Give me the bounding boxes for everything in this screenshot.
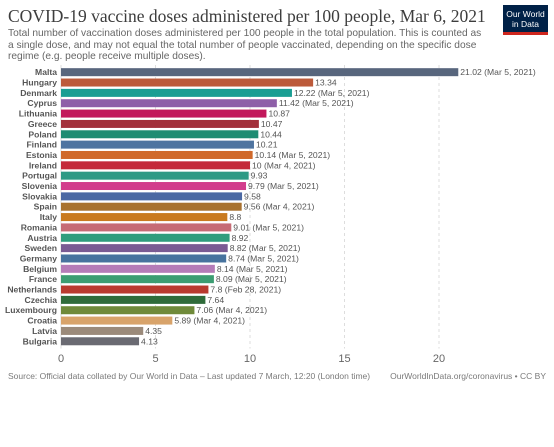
bar-france bbox=[61, 275, 214, 284]
data-label: 8.14 (Mar 5, 2021) bbox=[217, 264, 288, 274]
bar-cyprus bbox=[61, 99, 277, 108]
chart-subtitle: Total number of vaccination doses admini… bbox=[8, 28, 482, 63]
data-label: 9.58 bbox=[244, 191, 261, 201]
category-label: Hungary bbox=[22, 78, 57, 88]
category-label: Luxembourg bbox=[5, 305, 57, 315]
data-label: 7.64 bbox=[207, 295, 224, 305]
data-label: 11.42 (Mar 5, 2021) bbox=[279, 98, 354, 108]
bar-estonia bbox=[61, 150, 253, 159]
data-label: 9.56 (Mar 4, 2021) bbox=[244, 202, 315, 212]
category-label: Ireland bbox=[29, 160, 57, 170]
data-label: 21.02 (Mar 5, 2021) bbox=[460, 67, 536, 77]
data-label: 5.89 (Mar 4, 2021) bbox=[174, 316, 245, 326]
category-label: Bulgaria bbox=[23, 336, 58, 346]
bar-spain bbox=[61, 202, 242, 211]
bar-austria bbox=[61, 233, 230, 242]
bar-sweden bbox=[61, 244, 228, 253]
owid-logo[interactable]: Our World in Data bbox=[503, 5, 548, 35]
data-label: 10.47 bbox=[261, 119, 283, 129]
license-link[interactable]: OurWorldInData.org/coronavirus • CC BY bbox=[390, 371, 546, 381]
category-label: Austria bbox=[27, 233, 57, 243]
bar-romania bbox=[61, 223, 232, 232]
data-label: 9.01 (Mar 5, 2021) bbox=[233, 222, 304, 232]
category-label: Romania bbox=[21, 222, 58, 232]
logo-line-2: in Data bbox=[512, 19, 539, 29]
data-label: 8.82 (Mar 5, 2021) bbox=[230, 243, 301, 253]
bar-portugal bbox=[61, 171, 249, 180]
category-label: Sweden bbox=[25, 243, 57, 253]
bar-lithuania bbox=[61, 109, 267, 118]
category-label: Finland bbox=[26, 140, 57, 150]
category-label: Poland bbox=[28, 129, 57, 139]
source-note: Source: Official data collated by Our Wo… bbox=[8, 371, 371, 381]
data-label: 7.8 (Feb 28, 2021) bbox=[210, 285, 281, 295]
data-label: 9.79 (Mar 5, 2021) bbox=[248, 181, 319, 191]
data-label: 4.35 bbox=[145, 326, 162, 336]
bar-ireland bbox=[61, 161, 250, 170]
bar-poland bbox=[61, 130, 259, 139]
bar-denmark bbox=[61, 88, 292, 97]
category-label: Greece bbox=[28, 119, 57, 129]
category-label: Croatia bbox=[27, 316, 57, 326]
x-tick-label: 20 bbox=[433, 353, 445, 365]
data-label: 4.13 bbox=[141, 336, 158, 346]
data-label: 7.06 (Mar 4, 2021) bbox=[196, 305, 267, 315]
bar-italy bbox=[61, 213, 228, 222]
data-label: 9.93 bbox=[251, 171, 268, 181]
category-label: Malta bbox=[35, 67, 57, 77]
bar-finland bbox=[61, 140, 254, 149]
data-label: 12.22 (Mar 5, 2021) bbox=[294, 88, 370, 98]
bar-slovenia bbox=[61, 182, 247, 191]
bar-hungary bbox=[61, 78, 314, 87]
bar-latvia bbox=[61, 326, 144, 335]
category-label: Slovakia bbox=[22, 191, 57, 201]
data-label: 8.92 bbox=[232, 233, 249, 243]
bar-netherlands bbox=[61, 285, 209, 294]
category-label: Latvia bbox=[32, 326, 57, 336]
data-label: 10.44 bbox=[260, 129, 282, 139]
data-label: 10.21 bbox=[256, 140, 278, 150]
logo-line-1: Our World bbox=[506, 9, 545, 19]
data-label: 8.8 bbox=[229, 212, 241, 222]
bar-belgium bbox=[61, 264, 215, 273]
category-label: Slovenia bbox=[22, 181, 58, 191]
bar-croatia bbox=[61, 316, 173, 325]
category-label: Lithuania bbox=[19, 109, 57, 119]
category-label: France bbox=[29, 274, 57, 284]
category-label: Italy bbox=[40, 212, 57, 222]
category-label: Spain bbox=[34, 202, 57, 212]
data-label: 8.74 (Mar 5, 2021) bbox=[228, 253, 299, 263]
data-label: 8.09 (Mar 5, 2021) bbox=[216, 274, 287, 284]
bar-germany bbox=[61, 254, 227, 263]
x-tick-label: 0 bbox=[58, 353, 64, 365]
bar-bulgaria bbox=[61, 337, 140, 346]
bar-slovakia bbox=[61, 192, 243, 201]
category-label: Portugal bbox=[22, 171, 57, 181]
bar-czechia bbox=[61, 295, 206, 304]
x-tick-label: 10 bbox=[244, 353, 256, 365]
category-label: Netherlands bbox=[7, 285, 57, 295]
category-label: Germany bbox=[20, 253, 57, 263]
x-tick-label: 15 bbox=[338, 353, 350, 365]
category-label: Estonia bbox=[26, 150, 57, 160]
data-label: 10.87 bbox=[268, 109, 290, 119]
bar-malta bbox=[61, 68, 459, 77]
category-label: Czechia bbox=[25, 295, 58, 305]
category-label: Belgium bbox=[23, 264, 57, 274]
data-label: 10.14 (Mar 5, 2021) bbox=[255, 150, 331, 160]
data-label: 13.34 bbox=[315, 78, 337, 88]
bar-luxembourg bbox=[61, 306, 195, 315]
category-label: Denmark bbox=[20, 88, 57, 98]
category-label: Cyprus bbox=[27, 98, 57, 108]
data-label: 10 (Mar 4, 2021) bbox=[252, 160, 316, 170]
x-tick-label: 5 bbox=[152, 353, 158, 365]
chart-title: COVID-19 vaccine doses administered per … bbox=[8, 6, 486, 26]
bar-greece bbox=[61, 119, 259, 128]
